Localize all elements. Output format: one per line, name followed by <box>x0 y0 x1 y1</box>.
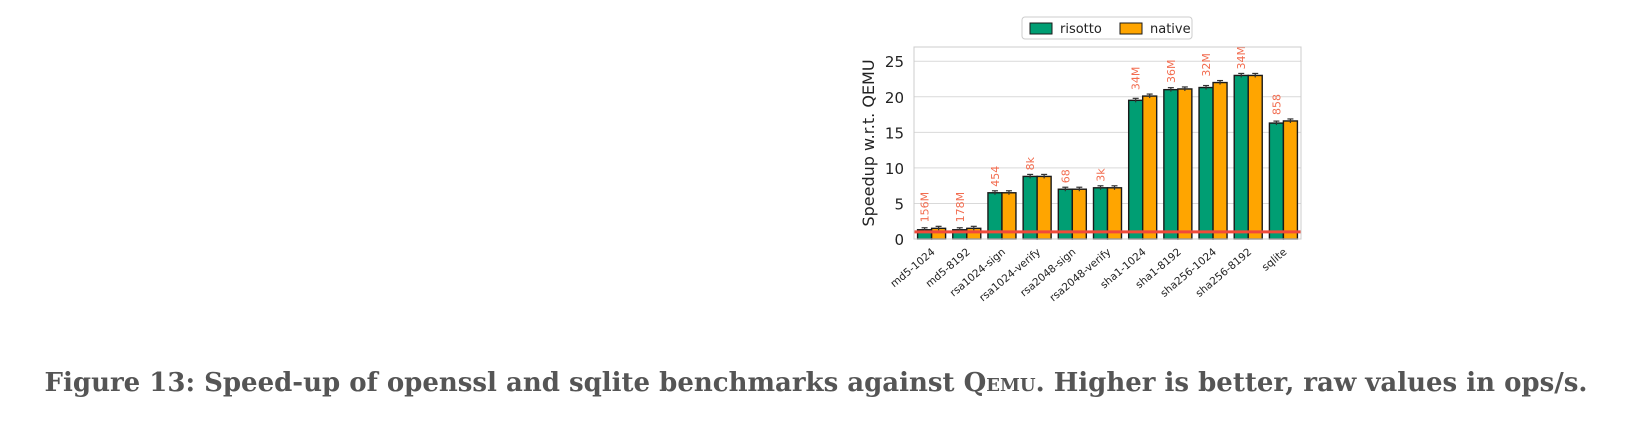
value-annotation: 8k <box>1024 156 1037 170</box>
bar-risotto-sqlite <box>1268 122 1285 240</box>
bar-risotto-sha256-1024 <box>1198 86 1214 240</box>
legend: risotto native <box>1021 16 1193 40</box>
caption-qemu: Qemu <box>963 368 1036 398</box>
bar-native-sha256-1024 <box>1212 81 1228 240</box>
value-annotation: 454 <box>989 166 1002 187</box>
bar-native-sha1-8192 <box>1177 88 1193 240</box>
x-tick-label: sqlite <box>1260 246 1290 274</box>
y-tick-label: 20 <box>885 89 904 107</box>
bar-native-sha256-8192 <box>1247 74 1263 240</box>
y-axis-label: Speedup w.r.t. QEMU <box>859 59 878 226</box>
legend-swatch-risotto <box>1029 22 1053 35</box>
value-annotation: 36M <box>1165 59 1178 83</box>
bar-risotto-sha1-8192 <box>1163 88 1179 240</box>
y-tick-label: 15 <box>885 124 904 142</box>
legend-label-native: native <box>1150 22 1191 37</box>
bar-risotto-sha256-8192 <box>1233 74 1249 240</box>
y-tick-label: 10 <box>885 160 904 178</box>
value-annotation: 68 <box>1059 169 1072 183</box>
value-annotation: 858 <box>1270 94 1283 115</box>
value-annotation: 34M <box>1235 46 1248 70</box>
plot-border <box>913 46 1302 240</box>
legend-swatch-native <box>1119 22 1143 35</box>
x-tick-label: rsa1024-verify <box>977 246 1043 304</box>
x-tick-label: rsa2048-verify <box>1047 246 1113 304</box>
value-annotation: 156M <box>919 192 932 223</box>
value-annotation: 32M <box>1200 53 1213 77</box>
bar-native-sha1-1024 <box>1141 95 1158 240</box>
bar-native-rsa1024-verify <box>1036 175 1052 240</box>
figure-caption: Figure 13: Speed-up of openssl and sqlit… <box>0 368 1632 398</box>
value-annotation: 178M <box>954 192 967 223</box>
bar-risotto-rsa1024-verify <box>1022 175 1038 240</box>
value-annotation: 34M <box>1130 67 1143 91</box>
legend-label-risotto: risotto <box>1060 22 1102 37</box>
y-tick-label: 5 <box>894 195 904 213</box>
y-tick-label: 25 <box>885 53 904 71</box>
bar-risotto-sha1-1024 <box>1127 99 1144 240</box>
legend-box <box>1021 16 1193 40</box>
y-tick-label: 0 <box>894 231 904 249</box>
plot-area: 0510152025156Mmd5-1024178Mmd5-8192454rsa… <box>885 46 1302 304</box>
caption-suffix: . Higher is better, raw values in ops/s. <box>1035 368 1588 398</box>
bar-native-sqlite <box>1282 120 1299 240</box>
value-annotation: 3k <box>1095 168 1108 182</box>
caption-prefix: Figure 13: Speed-up of openssl and sqlit… <box>44 368 964 398</box>
